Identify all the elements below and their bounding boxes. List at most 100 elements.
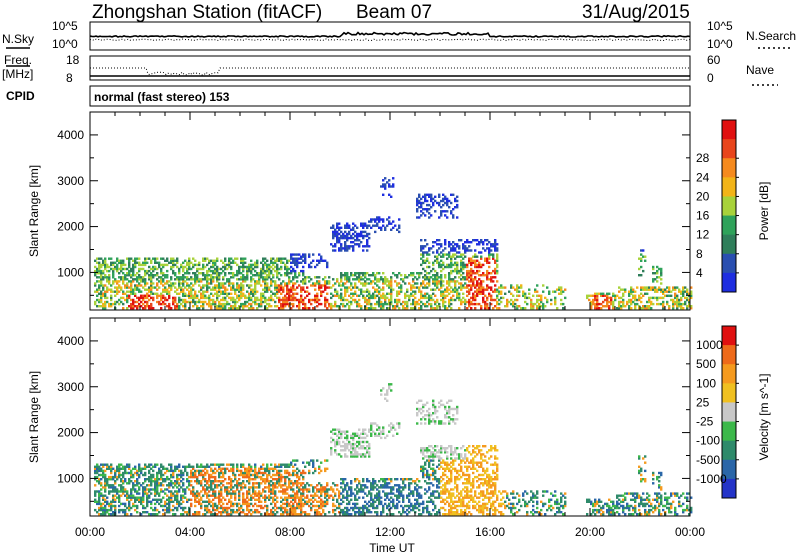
- heatmap-cell: [112, 270, 114, 272]
- heatmap-cell: [406, 305, 408, 307]
- heatmap-cell: [220, 499, 222, 501]
- heatmap-cell: [202, 470, 204, 472]
- heatmap-cell: [502, 297, 504, 299]
- heatmap-cell: [214, 476, 216, 478]
- heatmap-cell: [268, 303, 270, 305]
- heatmap-cell: [368, 245, 370, 247]
- heatmap-cell: [228, 264, 230, 266]
- heatmap-cell: [550, 299, 552, 301]
- heatmap-cell: [156, 464, 158, 466]
- heatmap-cell: [254, 490, 256, 492]
- heatmap-cell: [218, 276, 220, 278]
- heatmap-cell: [126, 490, 128, 492]
- heatmap-cell: [458, 245, 460, 247]
- heatmap-cell: [440, 286, 442, 288]
- heatmap-cell: [206, 280, 208, 282]
- heatmap-cell: [264, 490, 266, 492]
- heatmap-cell: [152, 307, 154, 309]
- heatmap-cell: [106, 286, 108, 288]
- heatmap-cell: [110, 464, 112, 466]
- heatmap-cell: [222, 270, 224, 272]
- heatmap-cell: [256, 297, 258, 299]
- heatmap-cell: [314, 486, 316, 488]
- heatmap-cell: [110, 258, 112, 260]
- heatmap-cell: [274, 464, 276, 466]
- heatmap-cell: [430, 303, 432, 305]
- heatmap-cell: [398, 293, 400, 295]
- heatmap-cell: [176, 495, 178, 497]
- heatmap-cell: [236, 264, 238, 266]
- power-heatmap: [94, 177, 692, 309]
- heatmap-cell: [226, 468, 228, 470]
- heatmap-cell: [274, 301, 276, 303]
- heatmap-cell: [172, 303, 174, 305]
- heatmap-cell: [324, 297, 326, 299]
- heatmap-cell: [656, 280, 658, 282]
- y-tick-label: 2000: [57, 220, 84, 234]
- heatmap-cell: [660, 270, 662, 272]
- heatmap-cell: [266, 505, 268, 507]
- heatmap-cell: [390, 297, 392, 299]
- heatmap-cell: [350, 289, 352, 291]
- heatmap-cell: [298, 305, 300, 307]
- heatmap-cell: [224, 472, 226, 474]
- heatmap-cell: [248, 505, 250, 507]
- heatmap-cell: [320, 286, 322, 288]
- heatmap-cell: [146, 492, 148, 494]
- heatmap-cell: [352, 227, 354, 229]
- heatmap-cell: [288, 282, 290, 284]
- heatmap-cell: [178, 293, 180, 295]
- heatmap-cell: [276, 501, 278, 503]
- heatmap-cell: [422, 212, 424, 214]
- heatmap-cell: [520, 284, 522, 286]
- heatmap-cell: [318, 472, 320, 474]
- heatmap-cell: [312, 253, 314, 255]
- heatmap-cell: [154, 507, 156, 509]
- heatmap-cell: [440, 274, 442, 276]
- heatmap-cell: [404, 297, 406, 299]
- heatmap-cell: [166, 468, 168, 470]
- colorbar-tick-label: 24: [696, 170, 710, 184]
- heatmap-cell: [240, 470, 242, 472]
- heatmap-cell: [298, 272, 300, 274]
- heatmap-cell: [110, 503, 112, 505]
- heatmap-cell: [178, 297, 180, 299]
- heatmap-cell: [262, 464, 264, 466]
- heatmap-cell: [444, 247, 446, 249]
- heatmap-cell: [116, 492, 118, 494]
- heatmap-cell: [358, 303, 360, 305]
- heatmap-cell: [312, 472, 314, 474]
- heatmap-cell: [118, 511, 120, 513]
- heatmap-cell: [474, 249, 476, 251]
- heatmap-cell: [154, 286, 156, 288]
- heatmap-cell: [242, 464, 244, 466]
- heatmap-cell: [106, 501, 108, 503]
- heatmap-cell: [120, 464, 122, 466]
- heatmap-cell: [426, 258, 428, 260]
- heatmap-cell: [348, 280, 350, 282]
- heatmap-cell: [394, 225, 396, 227]
- heatmap-cell: [474, 286, 476, 288]
- colorbar-swatch: [722, 120, 736, 140]
- heatmap-cell: [422, 280, 424, 282]
- heatmap-cell: [428, 272, 430, 274]
- heatmap-cell: [190, 262, 192, 264]
- heatmap-cell: [224, 478, 226, 480]
- heatmap-cell: [334, 492, 336, 494]
- heatmap-cell: [114, 482, 116, 484]
- heatmap-cell: [120, 286, 122, 288]
- heatmap-cell: [130, 492, 132, 494]
- heatmap-cell: [426, 286, 428, 288]
- heatmap-cell: [390, 280, 392, 282]
- heatmap-cell: [244, 486, 246, 488]
- heatmap-cell: [250, 280, 252, 282]
- heatmap-cell: [302, 266, 304, 268]
- heatmap-cell: [438, 239, 440, 241]
- heatmap-cell: [224, 282, 226, 284]
- heatmap-cell: [460, 289, 462, 291]
- heatmap-cell: [232, 486, 234, 488]
- heatmap-cell: [400, 289, 402, 291]
- heatmap-cell: [466, 247, 468, 249]
- colorbar-tick-label: 16: [696, 209, 710, 223]
- heatmap-cell: [242, 286, 244, 288]
